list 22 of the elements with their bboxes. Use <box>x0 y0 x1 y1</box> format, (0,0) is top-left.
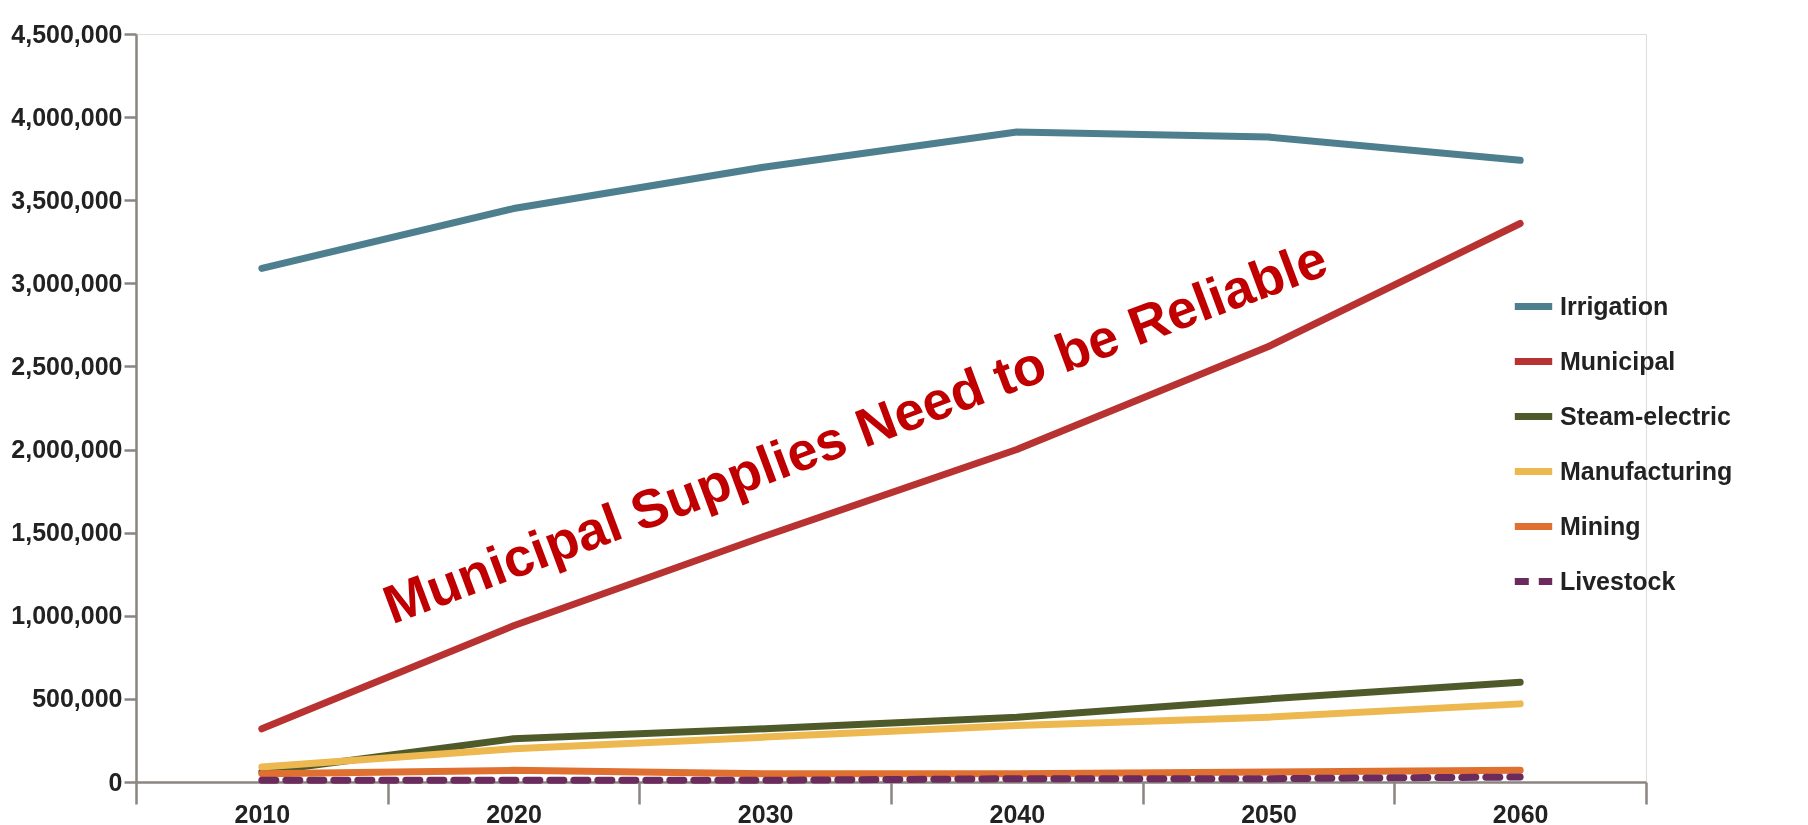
legend-label: Municipal <box>1560 346 1676 375</box>
x-tick-label: 2030 <box>737 799 794 825</box>
y-tick-label: 2,500,000 <box>11 351 123 380</box>
x-tick-label: 2020 <box>486 799 542 825</box>
legend-label: Livestock <box>1560 566 1676 595</box>
legend-label: Steam-electric <box>1560 401 1732 430</box>
y-tick-label: 4,500,000 <box>11 19 123 48</box>
x-tick-label: 2040 <box>989 799 1046 825</box>
y-tick-label: 2,000,000 <box>11 435 123 464</box>
x-tick-label: 2060 <box>1492 799 1549 825</box>
y-tick-label: 500,000 <box>32 684 123 713</box>
legend-label: Irrigation <box>1560 291 1669 320</box>
x-tick-label: 2050 <box>1241 799 1297 825</box>
y-tick-label: 1,000,000 <box>11 601 123 630</box>
y-tick-label: 0 <box>108 767 123 796</box>
legend-label: Manufacturing <box>1560 456 1733 485</box>
y-tick-label: 3,000,000 <box>11 268 123 297</box>
y-tick-label: 4,000,000 <box>11 102 123 131</box>
x-tick-label: 2010 <box>234 799 291 825</box>
y-tick-label: 1,500,000 <box>11 518 123 547</box>
y-tick-label: 3,500,000 <box>11 185 123 214</box>
legend-label: Mining <box>1560 511 1641 540</box>
